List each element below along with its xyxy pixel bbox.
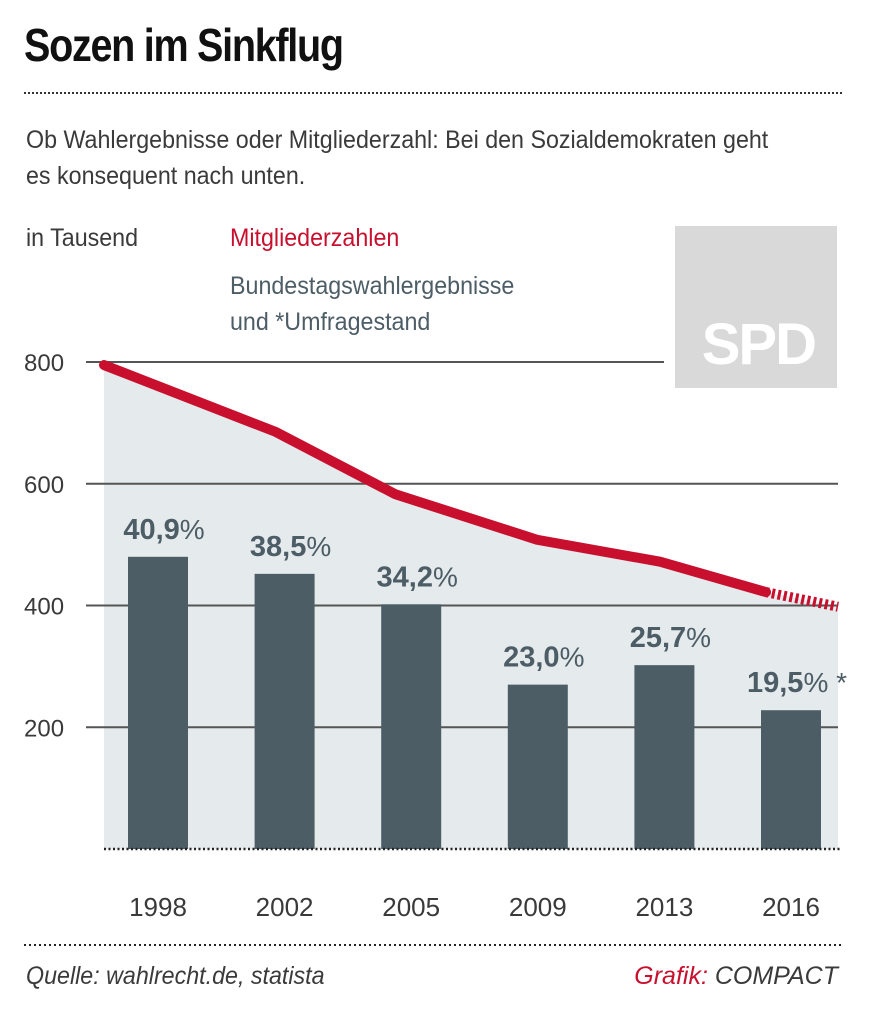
x-tick-2002: 2002 [256, 892, 314, 922]
members-line [99, 360, 771, 598]
bar-2009 [507, 684, 568, 849]
chart-subtitle: Ob Wahlergebnisse oder Mitgliederzahl: B… [26, 126, 769, 190]
bar-2002 [254, 573, 315, 849]
bar-label-2009: 23,0% [503, 642, 584, 674]
source-note: Quelle: wahlrecht.de, statista [26, 962, 325, 990]
chart-title: Sozen im Sinkflug [24, 19, 344, 71]
credit-note: Grafik: COMPACT [634, 962, 838, 991]
x-tick-2016: 2016 [762, 892, 820, 922]
y-tick-400: 400 [24, 594, 64, 621]
bar-label-2013: 25,7% [630, 622, 711, 654]
legend-members: Mitgliederzahlen [230, 224, 400, 252]
members-area [104, 365, 838, 849]
y-tick-600: 600 [24, 472, 64, 499]
bar-1998 [128, 556, 188, 849]
x-tick-2013: 2013 [635, 892, 693, 922]
bar-label-2016: 19,5% * [747, 667, 847, 699]
credit-label: Grafik: [634, 962, 708, 990]
x-tick-2009: 2009 [509, 892, 567, 922]
bar-2016 [761, 710, 821, 849]
bar-2013 [634, 665, 695, 849]
x-tick-2005: 2005 [382, 892, 440, 922]
y-tick-200: 200 [24, 715, 64, 742]
bar-label-1998: 40,9% [123, 514, 204, 546]
logo-text: SPD [701, 312, 817, 377]
credit-name: COMPACT [714, 962, 838, 990]
members-line-forecast [765, 587, 839, 612]
unit-label: in Tausend [26, 224, 139, 252]
bar-label-2005: 34,2% [377, 561, 458, 593]
y-tick-800: 800 [24, 350, 64, 377]
spd-logo: SPD [675, 226, 837, 388]
bar-2005 [381, 604, 442, 849]
x-tick-1998: 1998 [129, 892, 187, 922]
legend-votes: Bundestagswahlergebnisse und *Umfragesta… [230, 272, 515, 336]
bar-label-2002: 38,5% [250, 531, 331, 563]
title-divider [24, 92, 842, 94]
